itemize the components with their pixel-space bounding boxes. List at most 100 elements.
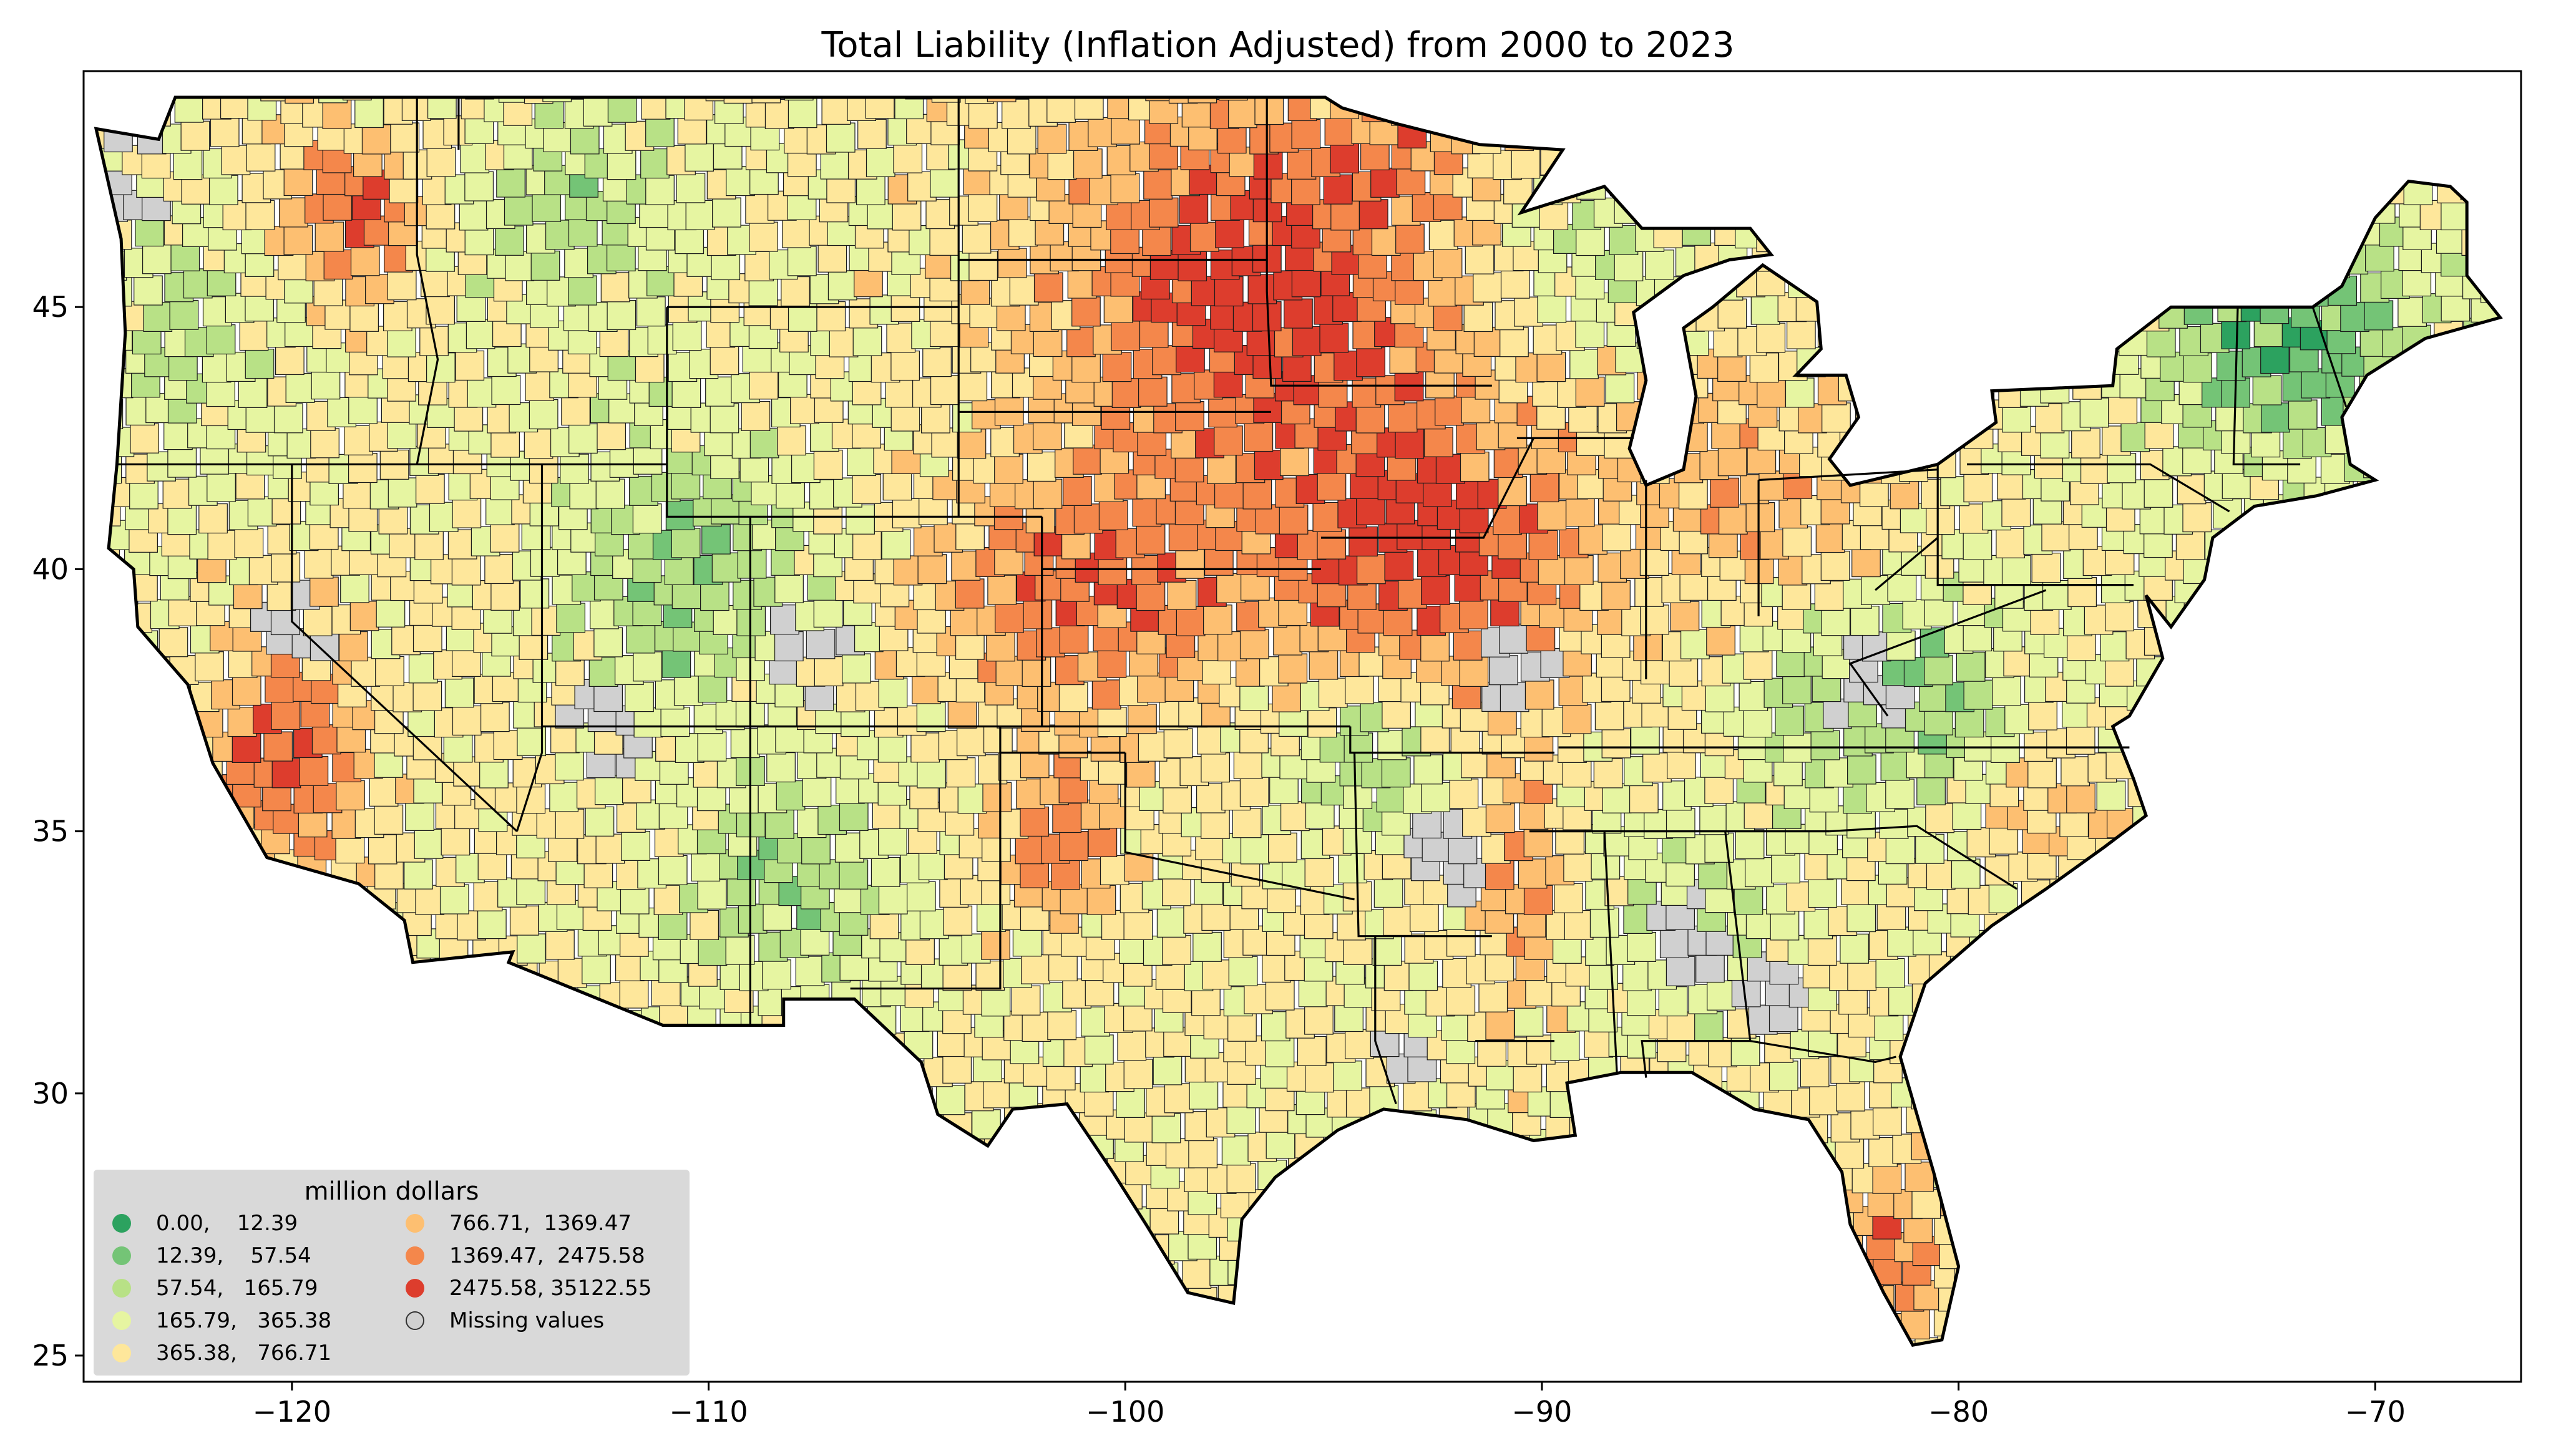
county-region: [1435, 1255, 1465, 1285]
county-region: [1167, 580, 1197, 610]
county-region: [2411, 885, 2441, 915]
county-region: [1797, 1156, 1827, 1187]
county-region: [1584, 1027, 1614, 1058]
county-region: [2487, 934, 2500, 966]
county-region: [1410, 1316, 1440, 1346]
county-region: [1449, 779, 1479, 809]
county-region: [1232, 808, 1262, 838]
county-region: [2424, 598, 2454, 628]
county-region: [705, 376, 734, 407]
county-region: [444, 677, 474, 708]
county-region: [246, 141, 276, 172]
county-region: [1027, 451, 1056, 482]
county-region: [1088, 1331, 1118, 1346]
county-region: [1027, 1213, 1056, 1243]
county-region: [288, 1083, 318, 1114]
county-region: [542, 1137, 572, 1167]
county-region: [396, 980, 426, 1011]
county-region: [1943, 1082, 1973, 1114]
county-region: [1266, 1187, 1296, 1218]
county-region: [854, 622, 884, 653]
county-region: [431, 1107, 461, 1138]
county-region: [2152, 980, 2182, 1011]
county-region: [538, 1109, 568, 1140]
county-region: [2476, 1204, 2500, 1235]
county-region: [1373, 877, 1403, 908]
county-region: [660, 1062, 690, 1092]
county-region: [162, 66, 190, 95]
county-region: [2109, 900, 2139, 930]
county-region: [982, 782, 1012, 812]
county-region: [500, 1085, 530, 1115]
county-region: [2093, 1188, 2122, 1218]
county-region: [2404, 117, 2434, 148]
county-region: [1772, 97, 1802, 120]
county-region: [2442, 402, 2472, 433]
county-region: [1938, 121, 1968, 152]
county-region: [96, 653, 119, 683]
county-region: [769, 604, 799, 635]
county-region: [2351, 724, 2381, 755]
county-region: [1532, 1284, 1562, 1315]
county-region: [221, 953, 251, 983]
county-region: [2495, 697, 2500, 728]
county-region: [1856, 1363, 1885, 1392]
county-region: [2485, 983, 2500, 1013]
county-region: [1214, 276, 1244, 307]
county-region: [2072, 1079, 2102, 1110]
county-region: [2430, 469, 2459, 500]
county-region: [1713, 1237, 1742, 1268]
county-region: [705, 1234, 734, 1264]
county-region: [1652, 1283, 1682, 1314]
county-region: [2334, 1077, 2364, 1108]
county-region: [791, 1104, 821, 1134]
county-region: [1338, 853, 1367, 884]
county-region: [1847, 754, 1876, 785]
county-region: [2399, 1362, 2428, 1392]
county-region: [2351, 982, 2381, 1013]
county-region: [1500, 682, 1529, 712]
county-region: [2152, 1037, 2182, 1067]
county-region: [2192, 1062, 2222, 1093]
county-region: [2123, 1078, 2152, 1109]
county-region: [283, 166, 313, 197]
county-region: [421, 1128, 451, 1158]
county-region: [438, 976, 468, 1006]
county-region: [1491, 1258, 1521, 1289]
county-region: [1576, 226, 1605, 256]
county-region: [1142, 226, 1171, 256]
county-region: [701, 524, 731, 555]
county-region: [717, 1158, 747, 1189]
county-region: [754, 1138, 784, 1168]
county-region: [1653, 1230, 1682, 1261]
county-region: [1202, 604, 1232, 635]
county-region: [2157, 241, 2187, 271]
county-region: [1382, 698, 1411, 729]
county-region: [2027, 907, 2057, 938]
county-region: [120, 698, 150, 729]
county-region: [2437, 114, 2467, 145]
county-region: [1820, 550, 1850, 581]
county-region: [2074, 1138, 2104, 1168]
county-region: [2429, 528, 2459, 559]
county-region: [867, 1004, 897, 1035]
county-region: [1460, 451, 1490, 482]
county-region: [1488, 1158, 1518, 1188]
county-region: [883, 1087, 913, 1118]
county-region: [1622, 961, 1652, 991]
county-region: [1963, 679, 1993, 710]
county-region: [1614, 1316, 1644, 1346]
county-region: [2444, 1155, 2474, 1185]
county-region: [1098, 500, 1128, 531]
county-region: [2479, 1289, 2500, 1321]
county-region: [2170, 977, 2200, 1007]
county-region: [877, 825, 907, 856]
county-region: [1811, 1180, 1841, 1210]
county-region: [2002, 349, 2032, 379]
county-region: [1631, 724, 1660, 755]
county-region: [893, 143, 923, 173]
county-region: [685, 141, 715, 172]
county-region: [2446, 1112, 2476, 1143]
county-region: [745, 1258, 775, 1289]
county-region: [1312, 502, 1342, 532]
